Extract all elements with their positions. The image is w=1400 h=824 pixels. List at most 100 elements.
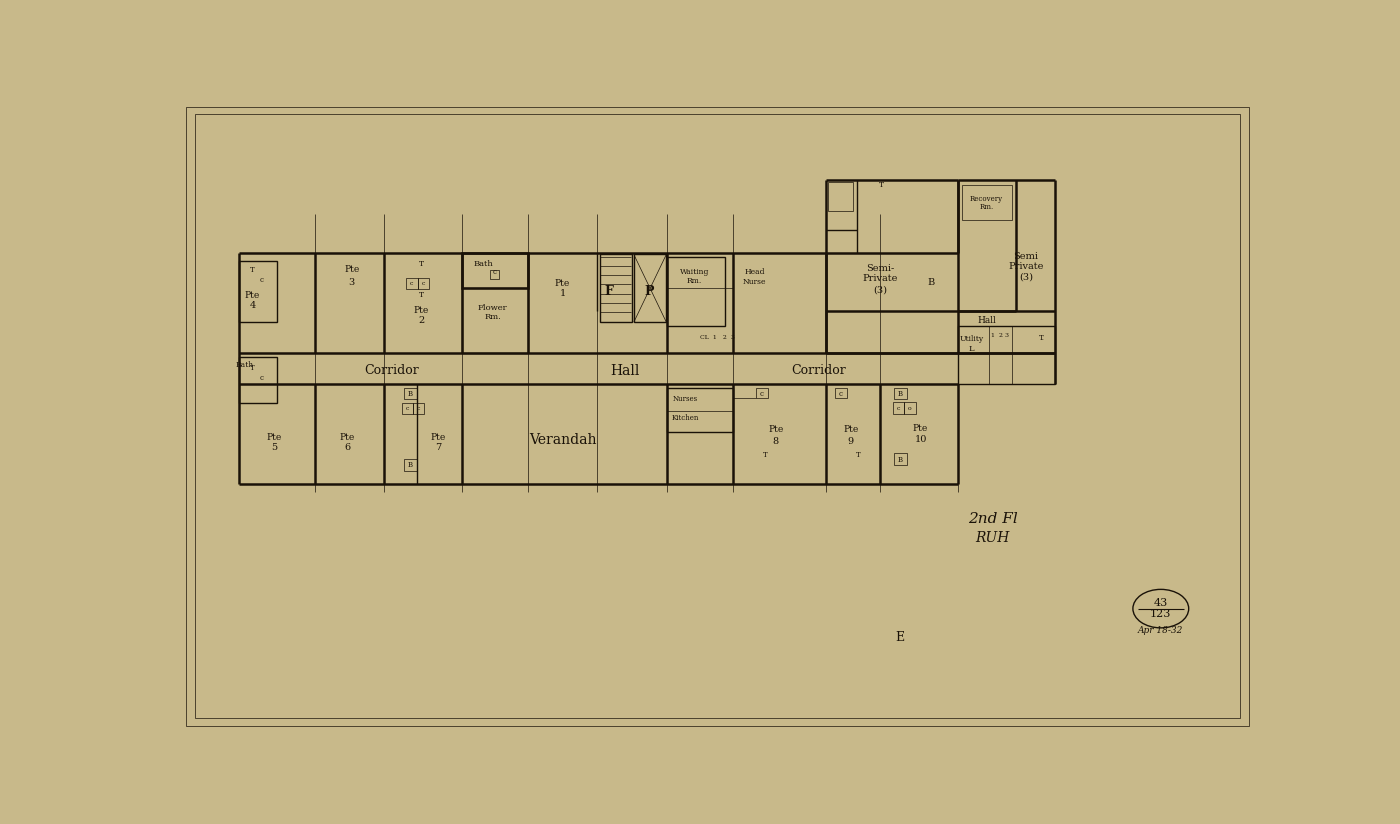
Text: 2nd Fl: 2nd Fl bbox=[967, 512, 1018, 526]
Text: 2: 2 bbox=[419, 316, 424, 325]
Text: E: E bbox=[895, 631, 904, 644]
Text: T: T bbox=[419, 291, 424, 299]
Bar bbox=[895, 453, 907, 466]
Text: 10: 10 bbox=[914, 436, 927, 444]
Text: Bath: Bath bbox=[473, 260, 493, 269]
Text: Bath: Bath bbox=[235, 361, 253, 368]
Bar bbox=[462, 288, 528, 353]
Text: Pte: Pte bbox=[913, 424, 928, 433]
Text: Rm.: Rm. bbox=[484, 313, 501, 321]
Text: o: o bbox=[907, 406, 911, 411]
Text: Recovery: Recovery bbox=[970, 195, 1002, 203]
Text: P: P bbox=[644, 285, 654, 298]
Bar bbox=[668, 387, 734, 433]
Bar bbox=[406, 278, 417, 289]
Bar bbox=[895, 387, 907, 399]
Text: 9: 9 bbox=[848, 437, 854, 446]
Text: 3: 3 bbox=[349, 278, 354, 287]
Text: c: c bbox=[760, 390, 763, 398]
Text: 6: 6 bbox=[344, 443, 350, 452]
Text: T.: T. bbox=[1039, 334, 1044, 342]
Text: T: T bbox=[763, 451, 769, 459]
Text: Semi: Semi bbox=[1014, 252, 1039, 261]
Text: B: B bbox=[407, 461, 413, 470]
Text: Hall: Hall bbox=[977, 316, 995, 325]
Text: Private: Private bbox=[862, 274, 897, 283]
Bar bbox=[490, 269, 498, 279]
Text: CL  1   2  3: CL 1 2 3 bbox=[700, 335, 735, 340]
Text: RUH: RUH bbox=[976, 531, 1009, 545]
Bar bbox=[238, 260, 277, 322]
Text: 1  2 3: 1 2 3 bbox=[991, 333, 1009, 338]
Text: Pte: Pte bbox=[431, 433, 447, 442]
Text: Corridor: Corridor bbox=[364, 364, 420, 377]
Text: c: c bbox=[493, 268, 496, 276]
Text: Pte: Pte bbox=[344, 265, 360, 274]
Bar bbox=[417, 278, 430, 289]
Text: Corridor: Corridor bbox=[791, 364, 846, 377]
Text: c: c bbox=[421, 281, 424, 286]
Text: c: c bbox=[417, 406, 420, 411]
Bar bbox=[958, 326, 1054, 384]
Bar bbox=[836, 387, 847, 399]
Text: Apr 18-32: Apr 18-32 bbox=[1138, 625, 1183, 634]
Bar bbox=[756, 387, 767, 399]
Text: T: T bbox=[419, 260, 424, 269]
Text: 1: 1 bbox=[560, 289, 566, 298]
Bar bbox=[413, 403, 424, 414]
Text: B: B bbox=[897, 390, 903, 398]
Text: Nurses: Nurses bbox=[672, 396, 697, 403]
Text: (3): (3) bbox=[1019, 273, 1033, 282]
Text: Semi-: Semi- bbox=[867, 264, 895, 273]
Text: Rm.: Rm. bbox=[686, 277, 701, 284]
Text: c: c bbox=[410, 281, 413, 286]
Bar bbox=[668, 257, 725, 326]
Bar bbox=[238, 357, 277, 403]
Bar bbox=[402, 403, 413, 414]
Text: Pte: Pte bbox=[266, 433, 281, 442]
Text: T: T bbox=[857, 451, 861, 459]
Text: Pte: Pte bbox=[843, 425, 858, 434]
Text: Kitchen: Kitchen bbox=[671, 414, 699, 423]
Text: Verandah: Verandah bbox=[529, 433, 596, 447]
Bar bbox=[403, 459, 417, 471]
Text: c: c bbox=[260, 373, 263, 382]
Text: T: T bbox=[251, 364, 255, 372]
Text: Private: Private bbox=[1008, 262, 1043, 271]
Text: Pte: Pte bbox=[554, 279, 570, 288]
Bar bbox=[893, 402, 904, 414]
Bar bbox=[634, 255, 666, 322]
Text: c: c bbox=[260, 276, 263, 283]
Text: c: c bbox=[896, 406, 900, 411]
Text: c: c bbox=[839, 390, 843, 398]
Text: B: B bbox=[407, 390, 413, 398]
Text: Pte: Pte bbox=[769, 425, 783, 434]
Text: Pte: Pte bbox=[414, 307, 428, 315]
Text: Waiting: Waiting bbox=[679, 268, 708, 276]
Text: 4: 4 bbox=[249, 301, 256, 310]
Text: Pte: Pte bbox=[339, 433, 354, 442]
Text: Rm.: Rm. bbox=[980, 203, 994, 211]
Text: 5: 5 bbox=[272, 443, 277, 452]
Text: F: F bbox=[605, 285, 613, 298]
Bar bbox=[403, 387, 417, 399]
Text: B: B bbox=[927, 278, 934, 287]
Text: Pte: Pte bbox=[245, 291, 260, 300]
Text: Nurse: Nurse bbox=[743, 279, 766, 286]
Bar bbox=[462, 253, 528, 288]
Bar bbox=[829, 182, 853, 211]
Text: L: L bbox=[969, 345, 974, 353]
Text: Hall: Hall bbox=[610, 363, 640, 377]
Text: 123: 123 bbox=[1151, 609, 1172, 619]
Text: 7: 7 bbox=[435, 443, 441, 452]
Text: 8: 8 bbox=[773, 437, 778, 446]
Bar bbox=[904, 402, 916, 414]
Text: 43: 43 bbox=[1154, 598, 1168, 608]
Text: B: B bbox=[897, 456, 903, 464]
Text: Flower: Flower bbox=[477, 304, 508, 312]
Text: (3): (3) bbox=[874, 285, 888, 294]
Text: T: T bbox=[879, 181, 885, 190]
Text: c: c bbox=[406, 406, 409, 411]
Text: Head: Head bbox=[745, 268, 764, 276]
Bar bbox=[599, 255, 633, 322]
